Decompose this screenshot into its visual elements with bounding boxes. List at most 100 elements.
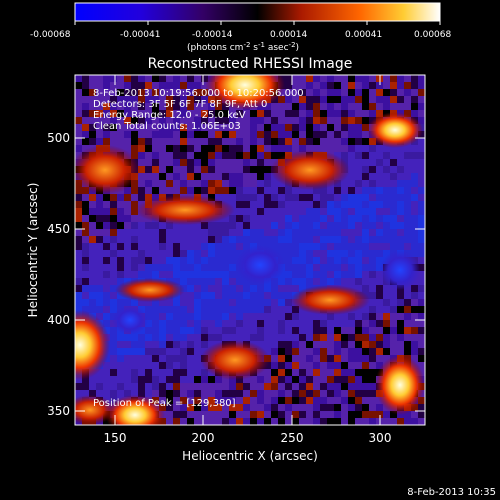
- image-pixel: [138, 187, 145, 194]
- image-pixel: [313, 229, 320, 236]
- image-pixel: [243, 292, 250, 299]
- image-pixel: [376, 257, 383, 264]
- image-pixel: [362, 418, 369, 425]
- image-pixel: [362, 117, 369, 124]
- image-pixel: [369, 194, 376, 201]
- image-pixel: [341, 411, 348, 418]
- image-pixel: [180, 306, 187, 313]
- image-pixel: [243, 131, 250, 138]
- image-pixel: [313, 278, 320, 285]
- image-pixel: [418, 215, 425, 222]
- image-pixel: [103, 362, 110, 369]
- image-pixel: [383, 166, 390, 173]
- image-pixel: [187, 313, 194, 320]
- image-pixel: [418, 89, 425, 96]
- image-pixel: [250, 327, 257, 334]
- image-pixel: [285, 355, 292, 362]
- image-pixel: [306, 117, 313, 124]
- image-pixel: [376, 355, 383, 362]
- image-pixel: [383, 285, 390, 292]
- image-pixel: [257, 390, 264, 397]
- image-pixel: [299, 271, 306, 278]
- image-pixel: [124, 145, 131, 152]
- image-pixel: [82, 124, 89, 131]
- image-pixel: [145, 264, 152, 271]
- image-pixel: [194, 131, 201, 138]
- image-pixel: [390, 243, 397, 250]
- image-pixel: [194, 334, 201, 341]
- image-pixel: [180, 341, 187, 348]
- image-pixel: [152, 257, 159, 264]
- image-pixel: [138, 383, 145, 390]
- image-pixel: [89, 264, 96, 271]
- image-pixel: [355, 348, 362, 355]
- image-pixel: [215, 285, 222, 292]
- image-pixel: [187, 320, 194, 327]
- image-pixel: [292, 103, 299, 110]
- image-pixel: [89, 243, 96, 250]
- image-pixel: [397, 194, 404, 201]
- image-pixel: [187, 292, 194, 299]
- image-pixel: [145, 250, 152, 257]
- image-pixel: [89, 376, 96, 383]
- image-pixel: [194, 222, 201, 229]
- image-pixel: [362, 278, 369, 285]
- image-pixel: [299, 320, 306, 327]
- image-pixel: [222, 299, 229, 306]
- image-pixel: [341, 278, 348, 285]
- image-pixel: [264, 313, 271, 320]
- image-pixel: [152, 166, 159, 173]
- image-pixel: [75, 243, 82, 250]
- colorbar-tick-label: 0.00041: [345, 30, 382, 40]
- image-pixel: [124, 383, 131, 390]
- image-pixel: [418, 187, 425, 194]
- image-pixel: [369, 369, 376, 376]
- image-pixel: [404, 292, 411, 299]
- image-pixel: [110, 96, 117, 103]
- image-pixel: [404, 299, 411, 306]
- image-pixel: [194, 341, 201, 348]
- image-pixel: [383, 152, 390, 159]
- image-pixel: [222, 166, 229, 173]
- image-pixel: [131, 264, 138, 271]
- image-pixel: [334, 355, 341, 362]
- image-pixel: [229, 404, 236, 411]
- x-tick-label: 300: [369, 431, 392, 445]
- image-pixel: [208, 271, 215, 278]
- image-pixel: [355, 89, 362, 96]
- image-pixel: [152, 264, 159, 271]
- image-pixel: [369, 75, 376, 82]
- image-pixel: [299, 229, 306, 236]
- image-pixel: [285, 243, 292, 250]
- image-pixel: [306, 278, 313, 285]
- image-pixel: [327, 348, 334, 355]
- image-pixel: [397, 180, 404, 187]
- image-pixel: [264, 341, 271, 348]
- image-pixel: [285, 187, 292, 194]
- image-pixel: [166, 334, 173, 341]
- image-pixel: [152, 348, 159, 355]
- image-pixel: [187, 131, 194, 138]
- image-pixel: [341, 271, 348, 278]
- image-pixel: [215, 138, 222, 145]
- image-pixel: [334, 411, 341, 418]
- image-pixel: [222, 222, 229, 229]
- image-pixel: [278, 152, 285, 159]
- image-pixel: [243, 110, 250, 117]
- image-pixel: [285, 341, 292, 348]
- image-pixel: [348, 180, 355, 187]
- image-pixel: [376, 320, 383, 327]
- image-pixel: [362, 166, 369, 173]
- image-pixel: [334, 278, 341, 285]
- image-pixel: [124, 355, 131, 362]
- image-pixel: [194, 271, 201, 278]
- image-pixel: [411, 236, 418, 243]
- image-pixel: [341, 152, 348, 159]
- image-pixel: [320, 75, 327, 82]
- image-pixel: [166, 341, 173, 348]
- image-pixel: [145, 362, 152, 369]
- image-pixel: [264, 348, 271, 355]
- image-pixel: [82, 243, 89, 250]
- image-pixel: [187, 236, 194, 243]
- image-pixel: [390, 89, 397, 96]
